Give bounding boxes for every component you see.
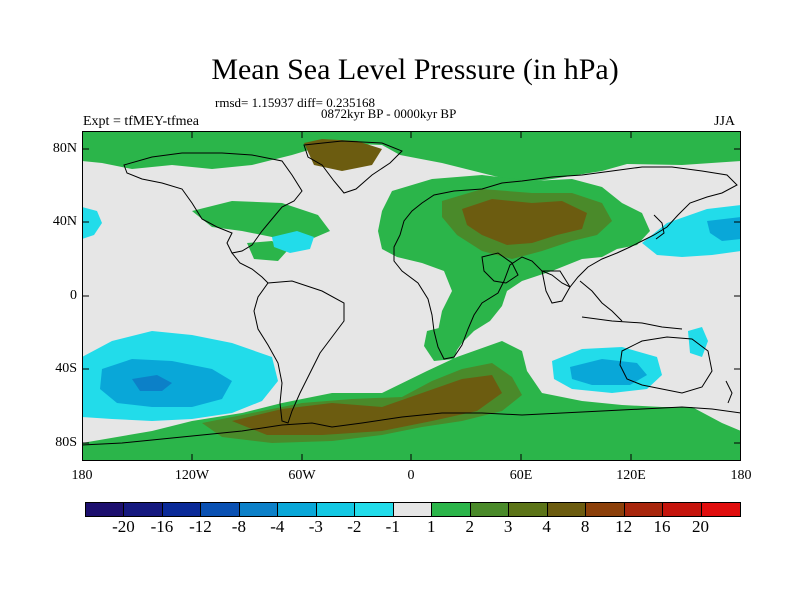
colorbar-swatch (201, 503, 240, 516)
colorbar-label: 2 (465, 517, 474, 536)
coastlines (82, 140, 741, 446)
southern-ocean-brown-region (232, 375, 502, 435)
colorbar-label: 3 (503, 517, 513, 536)
lat-label-40s: 40S (55, 361, 77, 376)
colorbar-swatch (355, 503, 394, 516)
colorbar-label: 16 (653, 517, 671, 536)
colorbar (85, 502, 741, 517)
period-line: 0872kyr BP - 0000kyr BP (321, 106, 457, 121)
lon-label-0: 0 (407, 468, 415, 483)
colorbar-label: 4 (542, 517, 551, 536)
indonesia-coast (581, 316, 683, 330)
indian-ocean-blue-region (570, 359, 647, 385)
lat-label-80n: 80N (52, 141, 77, 156)
arctic-brown-region (304, 139, 382, 171)
south-pacific-darkblue-region (132, 375, 172, 391)
arctic-green-region (82, 131, 741, 183)
colorbar-swatch (278, 503, 317, 516)
colorbar-swatch (432, 503, 471, 516)
colorbar-label: 8 (580, 517, 590, 536)
colorbar-swatch (239, 503, 279, 516)
colorbar-label: -12 (189, 517, 212, 536)
colorbar-swatch (547, 503, 587, 516)
colorbar-label: -3 (308, 517, 323, 536)
atlantic-cyan-region (272, 231, 314, 253)
colorbar-swatch (663, 503, 702, 516)
lon-label-180-right: 180 (730, 468, 752, 483)
colorbar-swatch (86, 503, 125, 516)
colorbar-label: -2 (347, 517, 362, 536)
colorbar-swatch (624, 503, 664, 516)
colorbar-swatch (162, 503, 202, 516)
map-tick-marks (82, 131, 741, 461)
colorbar-swatch (701, 503, 740, 516)
colorbar-label: 12 (615, 517, 633, 536)
japan-coast (653, 214, 665, 240)
pacific-east-cyan-region (82, 207, 102, 239)
colorbar-label: -8 (231, 517, 246, 536)
nw-pacific-cyan-region (642, 205, 741, 257)
season-label: JJA (714, 114, 736, 129)
chart-title: Mean Sea Level Pressure (in hPa) (211, 53, 619, 86)
stats-line: rmsd= 1.15937 diff= 0.235168 (215, 95, 375, 110)
antarctica-coast (82, 406, 741, 446)
lon-label-180-left: 180 (71, 468, 93, 483)
eurasia-brown-region (462, 199, 587, 245)
lon-label-60e: 60E (509, 468, 533, 483)
pressure-difference-map (82, 131, 741, 461)
central-america-coast (231, 252, 269, 284)
colorbar-swatch (586, 503, 625, 516)
lat-label-80s: 80S (55, 435, 77, 450)
lat-label-0: 0 (70, 288, 77, 303)
south-africa-green-region (424, 326, 460, 361)
new-zealand-coast (725, 380, 733, 404)
north-america-coast (123, 152, 303, 254)
colorbar-swatch (316, 503, 356, 516)
colorbar-label: -20 (112, 517, 135, 536)
lon-label-120e: 120E (616, 468, 646, 483)
greenland-coast (303, 140, 403, 194)
map-frame (82, 131, 741, 461)
colorbar-label: 20 (692, 517, 710, 536)
colorbar-swatch (124, 503, 163, 516)
colorbar-swatch (509, 503, 548, 516)
arabia-coast (481, 252, 519, 284)
nw-pacific-blue-region (707, 217, 741, 241)
coral-sea-cyan-region (688, 327, 708, 357)
lat-label-40n: 40N (52, 214, 77, 229)
europe-africa-coast (393, 166, 738, 360)
colorbar-label: -1 (385, 517, 400, 536)
colorbar-swatch (470, 503, 510, 516)
australia-coast (619, 336, 713, 394)
colorbar-label: 1 (426, 517, 436, 536)
colorbar-swatch (393, 503, 433, 516)
south-america-coast (253, 280, 345, 424)
colorbar-label: -16 (150, 517, 174, 536)
colorbar-label: -4 (270, 517, 285, 536)
lon-label-120w: 120W (174, 468, 210, 483)
lon-label-60w: 60W (288, 468, 316, 483)
india-coast (541, 270, 571, 304)
experiment-label: Expt = tfMEY-tfmea (83, 114, 199, 129)
se-asia-coast (579, 280, 623, 322)
